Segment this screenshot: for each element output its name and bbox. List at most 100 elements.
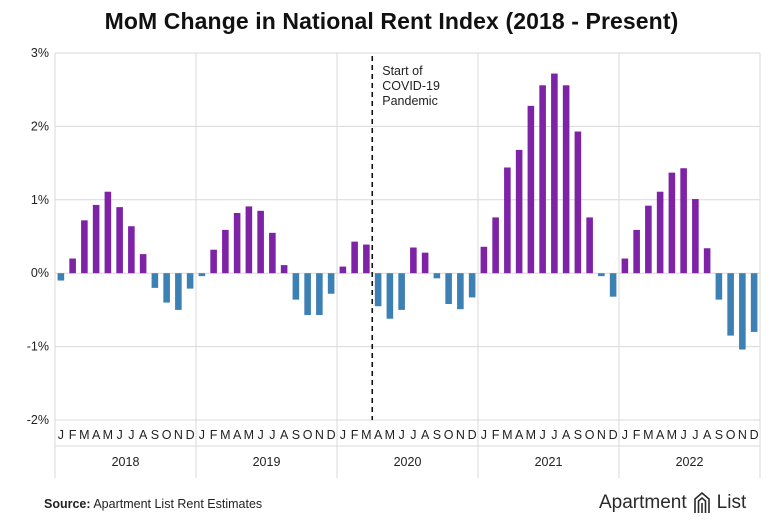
bar <box>609 273 617 297</box>
bar <box>574 131 582 274</box>
x-month-label: J <box>399 428 405 442</box>
covid-annotation-line: Start of <box>382 64 423 78</box>
bar <box>257 210 264 274</box>
source-text: Apartment List Rent Estimates <box>93 497 263 511</box>
bar <box>151 273 159 288</box>
x-year-label: 2022 <box>676 455 704 469</box>
bar <box>339 266 347 274</box>
x-month-label: F <box>633 428 641 442</box>
bar <box>492 217 499 274</box>
x-month-label: N <box>174 428 183 442</box>
apartment-list-logo-icon <box>692 490 712 516</box>
x-month-label: F <box>351 428 359 442</box>
x-year-label: 2021 <box>535 455 563 469</box>
bar <box>715 273 723 300</box>
x-month-label: O <box>162 428 172 442</box>
x-month-label: A <box>421 428 430 442</box>
x-month-label: J <box>540 428 546 442</box>
x-month-label: A <box>92 428 101 442</box>
x-month-label: J <box>269 428 275 442</box>
x-month-label: J <box>117 428 123 442</box>
brand-name-right: List <box>716 492 747 513</box>
bar <box>81 220 88 274</box>
bar <box>92 204 100 274</box>
bar <box>104 191 112 274</box>
bar <box>539 85 546 274</box>
bar <box>656 191 664 274</box>
bar <box>621 258 629 274</box>
y-tick-label: 1% <box>31 193 49 207</box>
x-month-label: N <box>315 428 324 442</box>
x-year-label: 2018 <box>112 455 140 469</box>
y-tick-label: -1% <box>27 340 49 354</box>
bar <box>598 273 605 277</box>
brand-logo: Apartment List <box>599 488 746 518</box>
x-month-label: N <box>738 428 747 442</box>
bar <box>374 273 382 307</box>
covid-annotation-line: COVID-19 <box>382 79 440 93</box>
x-month-label: F <box>492 428 500 442</box>
y-tick-label: 0% <box>31 266 49 280</box>
bar <box>645 205 652 274</box>
y-tick-label: -2% <box>27 413 49 427</box>
bar <box>116 207 123 274</box>
bar <box>269 232 276 274</box>
bar <box>457 273 464 310</box>
x-month-label: J <box>58 428 64 442</box>
bar <box>668 172 676 274</box>
bar <box>222 229 229 274</box>
bar <box>445 273 452 305</box>
bar <box>504 167 511 274</box>
x-month-label: F <box>69 428 77 442</box>
x-month-label: M <box>79 428 89 442</box>
x-month-label: J <box>199 428 205 442</box>
bar <box>186 273 194 289</box>
x-month-label: J <box>340 428 346 442</box>
x-month-label: D <box>186 428 195 442</box>
source-note: Source: Apartment List Rent Estimates <box>44 497 262 511</box>
x-month-label: N <box>456 428 465 442</box>
bar <box>586 217 593 274</box>
x-month-label: D <box>468 428 477 442</box>
bar <box>210 249 217 274</box>
bar <box>292 273 300 300</box>
x-month-label: A <box>139 428 148 442</box>
bar <box>316 273 323 316</box>
bar <box>727 273 734 336</box>
bar <box>304 273 311 316</box>
bar <box>398 273 405 310</box>
bar <box>139 254 147 274</box>
x-month-label: M <box>526 428 536 442</box>
bar <box>245 206 253 274</box>
x-month-label: J <box>692 428 698 442</box>
x-month-label: M <box>643 428 653 442</box>
x-month-label: M <box>361 428 371 442</box>
bar <box>233 213 241 274</box>
x-month-label: M <box>103 428 113 442</box>
bar <box>515 149 523 274</box>
x-month-label: A <box>562 428 571 442</box>
bar <box>480 246 488 274</box>
x-month-label: A <box>280 428 289 442</box>
y-tick-label: 2% <box>31 119 49 133</box>
x-month-label: O <box>585 428 595 442</box>
brand-name-left: Apartment <box>599 492 687 513</box>
bar <box>175 273 182 310</box>
bar <box>433 273 441 279</box>
bar <box>386 273 394 319</box>
bar <box>703 248 711 274</box>
bar <box>551 73 558 274</box>
bar <box>363 244 370 274</box>
y-tick-label: 3% <box>31 46 49 60</box>
bar <box>351 241 358 274</box>
x-month-label: O <box>726 428 736 442</box>
bar <box>562 85 570 274</box>
bar <box>198 273 206 277</box>
x-month-label: S <box>715 428 723 442</box>
bar <box>739 273 746 350</box>
x-month-label: J <box>551 428 557 442</box>
bar <box>128 226 135 274</box>
x-month-label: A <box>656 428 665 442</box>
covid-annotation: Start of COVID-19 Pandemic <box>382 64 440 108</box>
